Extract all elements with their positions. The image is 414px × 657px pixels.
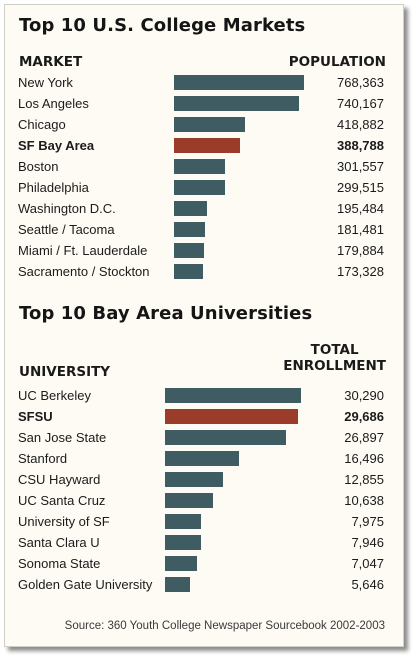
bar-row: UC Berkeley 30,290 [5,385,403,406]
bar-row: Chicago 418,882 [5,114,403,135]
university-column-header: UNIVERSITY [19,364,111,380]
bar [174,201,207,216]
bar-value-label: 12,855 [344,472,384,487]
bar-value-label: 768,363 [337,75,384,90]
bar-category-label: University of SF [18,514,110,529]
bar-category-label: San Jose State [18,430,107,445]
bar-category-label: New York [18,75,73,90]
bar-row: San Jose State 26,897 [5,427,403,448]
bar-category-label: Chicago [18,117,66,132]
bar-value-label: 5,646 [351,577,384,592]
bar-row: Boston 301,557 [5,156,403,177]
bar-value-label: 388,788 [337,138,384,153]
bar-row: Miami / Ft. Lauderdale 179,884 [5,240,403,261]
bar [174,159,225,174]
bar-category-label: Washington D.C. [18,201,116,216]
bar-value-label: 30,290 [344,388,384,403]
bar-row: Sacramento / Stockton 173,328 [5,261,403,282]
bar-row: Los Angeles 740,167 [5,93,403,114]
bar [174,75,304,90]
bar-value-label: 418,882 [337,117,384,132]
bar [174,264,203,279]
markets-chart-title: Top 10 U.S. College Markets [19,15,306,36]
bar-category-label: Boston [18,159,59,174]
bar-category-label: SF Bay Area [18,138,95,153]
bar [165,577,190,592]
bar-row: Seattle / Tacoma 181,481 [5,219,403,240]
bar-value-label: 181,481 [337,222,384,237]
bar-category-label: Sonoma State [18,556,101,571]
bar-row: Philadelphia 299,515 [5,177,403,198]
bar-value-label: 16,496 [344,451,384,466]
bar [165,430,286,445]
bar-value-label: 26,897 [344,430,384,445]
bar [165,388,301,403]
highlighted-bar [174,138,240,153]
enrollment-column-header: TOTAL ENROLLMENT [283,342,386,374]
bar-row: Stanford 16,496 [5,448,403,469]
bar [174,243,204,258]
bar-value-label: 195,484 [337,201,384,216]
bar-category-label: Seattle / Tacoma [18,222,115,237]
enrollment-header-line-2: ENROLLMENT [283,358,386,374]
source-note: Source: 360 Youth College Newspaper Sour… [64,620,385,632]
bar [165,535,201,550]
bar-category-label: Los Angeles [18,96,89,111]
bar-category-label: UC Berkeley [18,388,91,403]
bar-category-label: SFSU [18,409,53,424]
bar-category-label: UC Santa Cruz [18,493,106,508]
highlighted-bar-row: SFSU 29,686 [5,406,403,427]
bar-category-label: Santa Clara U [18,535,100,550]
bar-category-label: Philadelphia [18,180,89,195]
bar [165,451,239,466]
bar-value-label: 179,884 [337,243,384,258]
bar-row: Golden Gate University 5,646 [5,574,403,595]
bar-category-label: CSU Hayward [18,472,101,487]
bar-value-label: 7,047 [351,556,384,571]
population-column-header: POPULATION [288,54,386,70]
bar-value-label: 173,328 [337,264,384,279]
bar-value-label: 299,515 [337,180,384,195]
highlighted-bar [165,409,298,424]
bar [174,180,225,195]
bar-value-label: 10,638 [344,493,384,508]
bar-category-label: Sacramento / Stockton [18,264,150,279]
market-column-header: MARKET [19,54,83,70]
enrollment-header-line-1: TOTAL [310,342,359,358]
bar-row: Santa Clara U 7,946 [5,532,403,553]
bar [165,493,213,508]
bar [165,514,201,529]
bar-row: University of SF 7,975 [5,511,403,532]
bar-category-label: Stanford [18,451,68,466]
highlighted-bar-row: SF Bay Area 388,788 [5,135,403,156]
bar-value-label: 7,975 [351,514,384,529]
bar [174,222,205,237]
bar-row: UC Santa Cruz 10,638 [5,490,403,511]
bar [165,472,223,487]
bar [174,117,245,132]
bar-row: Washington D.C. 195,484 [5,198,403,219]
bar-value-label: 7,946 [351,535,384,550]
bar-value-label: 301,557 [337,159,384,174]
universities-chart-title: Top 10 Bay Area Universities [19,303,313,324]
bar-category-label: Golden Gate University [18,577,153,592]
bar-row: New York 768,363 [5,72,403,93]
bar [165,556,197,571]
infographic-card: Top 10 U.S. College Markets MARKET POPUL… [4,4,404,647]
bar-row: CSU Hayward 12,855 [5,469,403,490]
bar-value-label: 29,686 [344,409,384,424]
bar-value-label: 740,167 [337,96,384,111]
bar-category-label: Miami / Ft. Lauderdale [18,243,148,258]
bar [174,96,299,111]
bar-row: Sonoma State 7,047 [5,553,403,574]
